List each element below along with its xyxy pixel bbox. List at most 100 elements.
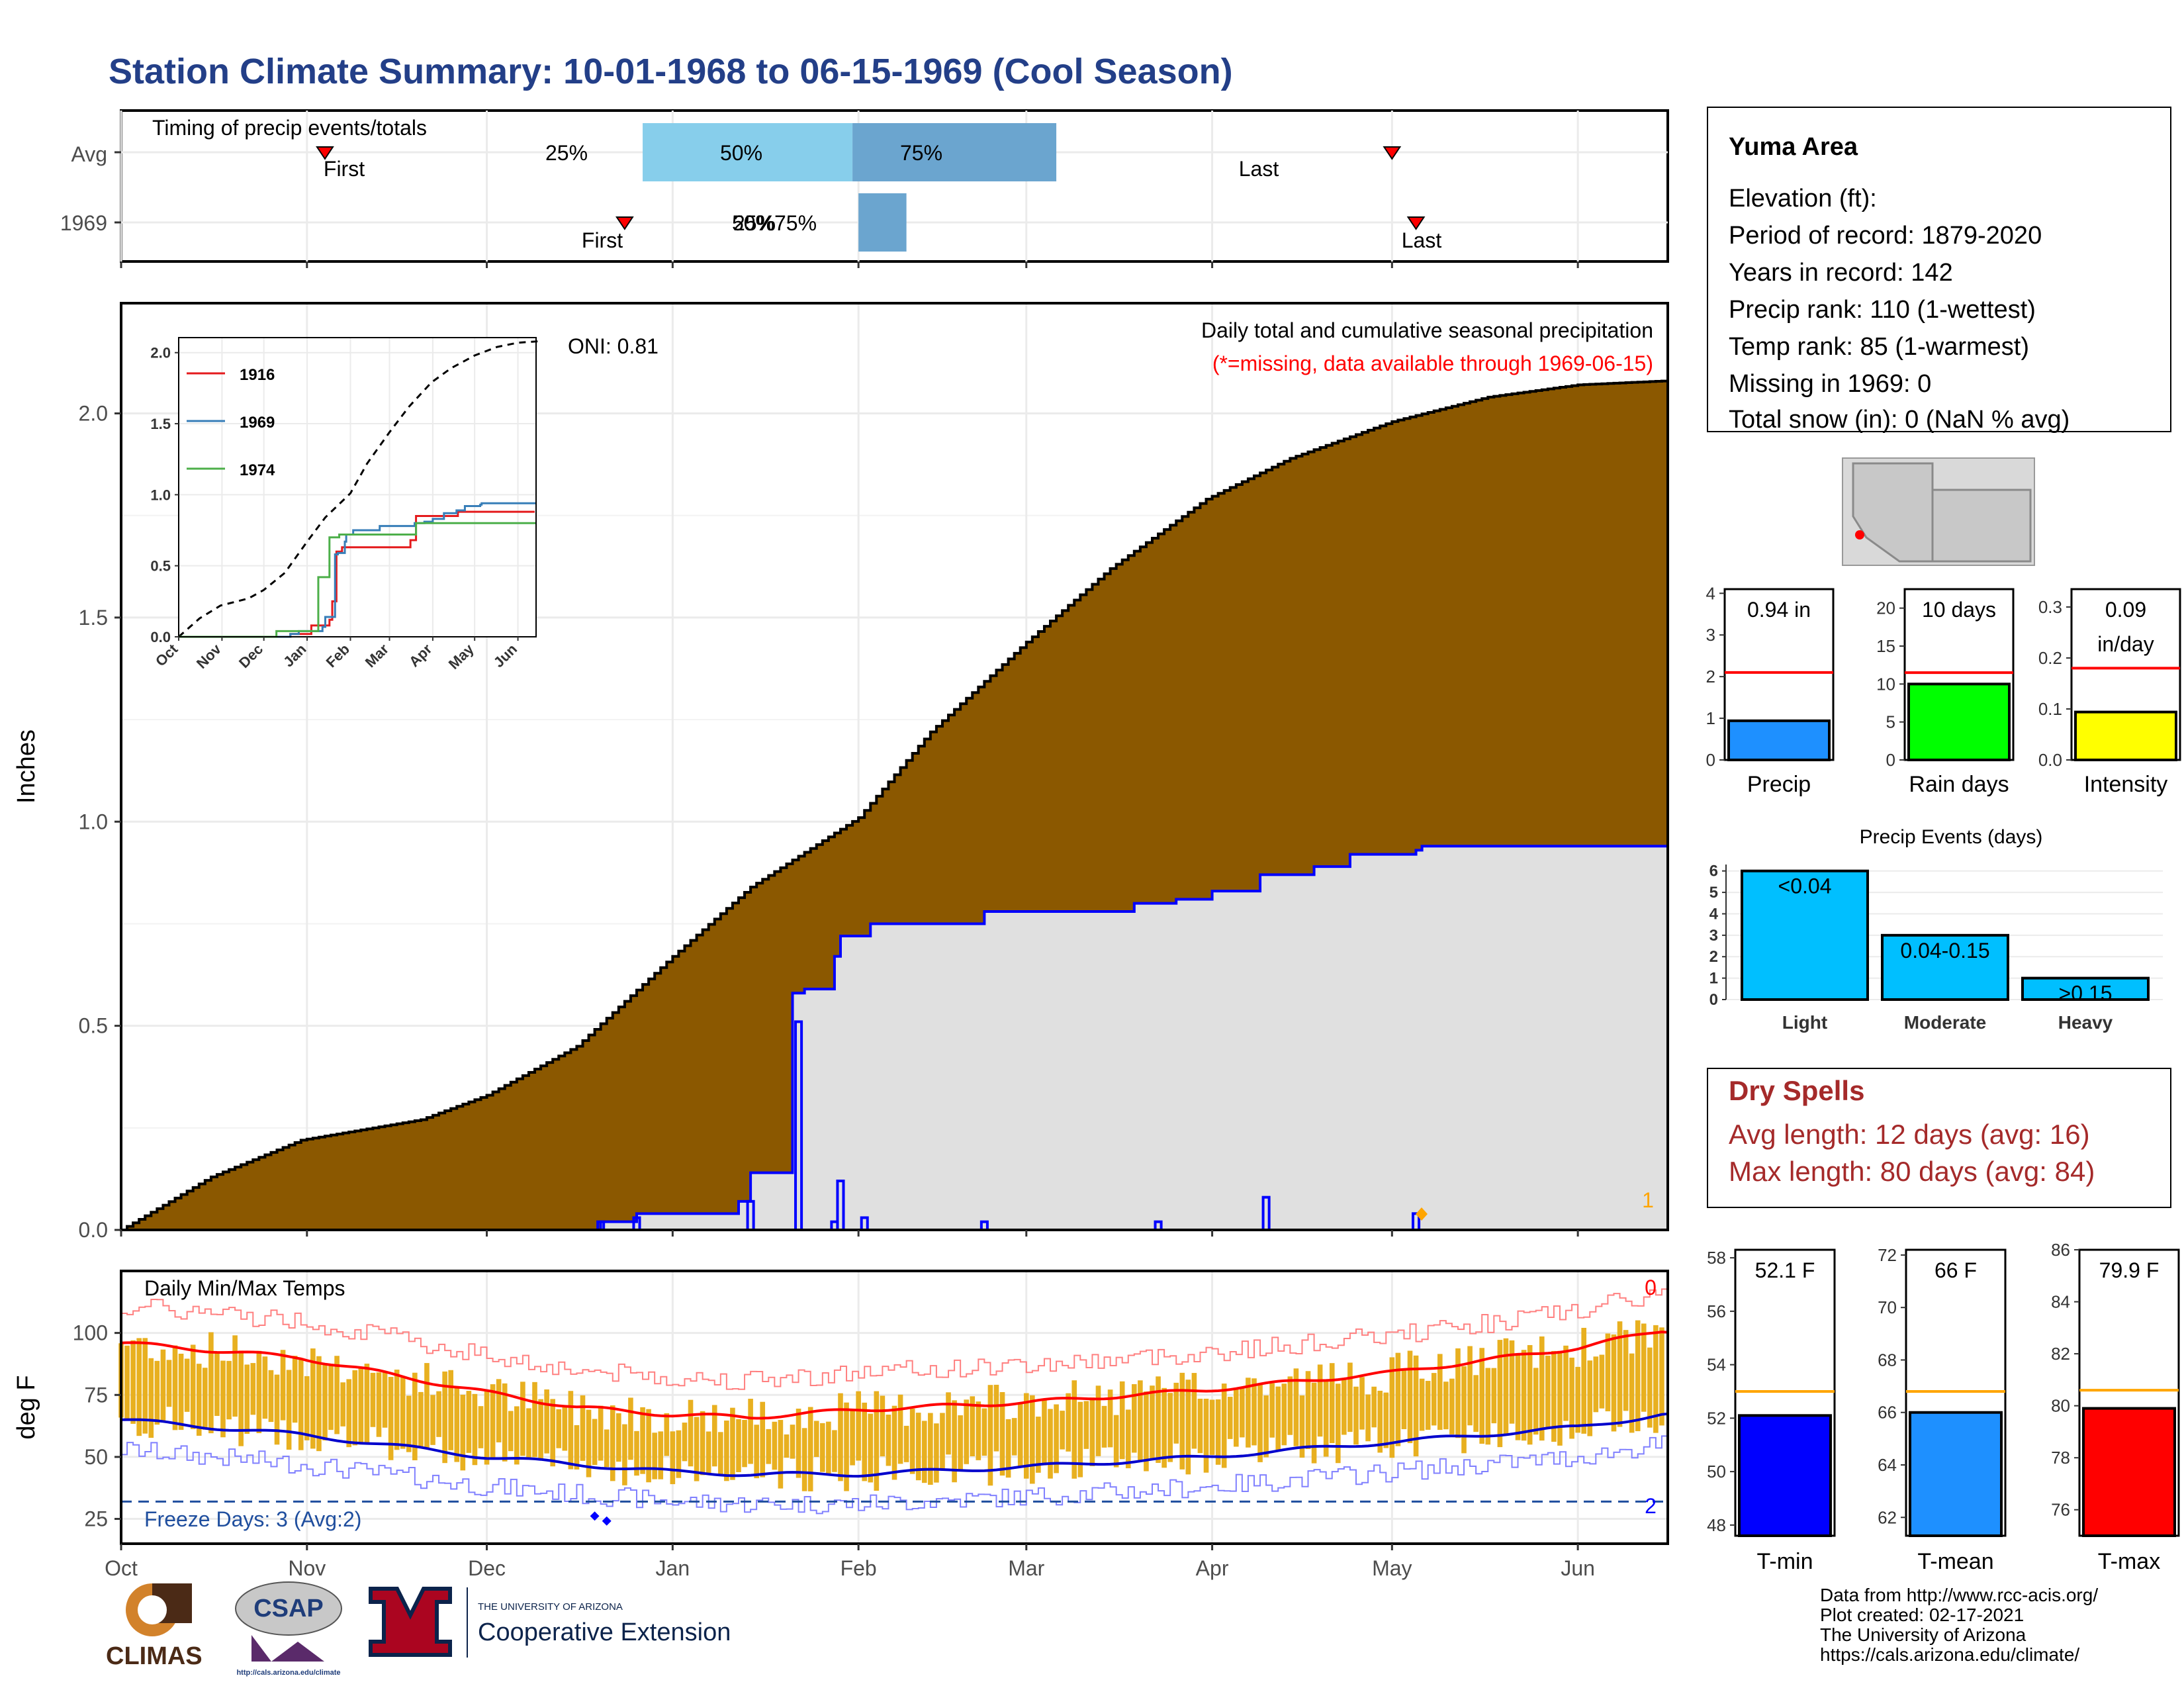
rain-days-summary-tick: 5 (1886, 712, 1895, 732)
y1969-quartile-label-b: 50%75% (732, 211, 817, 235)
daily-temp-bar (856, 1391, 861, 1461)
daily-temp-bar (172, 1345, 178, 1430)
inset-y-tick: 1.0 (150, 487, 171, 503)
daily-temp-bar (909, 1408, 915, 1474)
daily-temp-bar (724, 1420, 729, 1481)
daily-temp-bar (520, 1382, 525, 1456)
daily-temp-bar (598, 1405, 604, 1461)
daily-temp-bar (418, 1391, 424, 1448)
daily-temp-bar (1191, 1373, 1197, 1449)
daily-temp-bar (1023, 1393, 1029, 1479)
daily-temp-bar (1545, 1355, 1551, 1429)
info-line: Temp rank: 85 (1-warmest) (1729, 333, 2029, 361)
dry-spells-box: Dry Spells Avg length: 12 days (avg: 16)… (1707, 1068, 2171, 1208)
daily-temp-bar (1383, 1392, 1389, 1448)
daily-temp-bar (915, 1413, 921, 1481)
precip-summary-tick: 1 (1706, 708, 1715, 728)
daily-temp-bar (886, 1415, 891, 1466)
credit-line: Data from http://www.rcc-acis.org/ (1820, 1585, 2099, 1605)
timing-marker-icon (1383, 146, 1402, 160)
t-min-summary-tick: 52 (1707, 1408, 1726, 1428)
info-line: Period of record: 1879-2020 (1729, 222, 2042, 250)
avg-cumulative-line (121, 379, 1669, 1231)
daily-temp-bar (1342, 1378, 1347, 1435)
events-tick: 6 (1709, 863, 1718, 880)
rain-days-summary-tick: 20 (1876, 598, 1895, 618)
precip-events-chart: Precip Events (days) 0 1 2 3 4 5 6 <0.04 Light 0.… (1709, 826, 2163, 1033)
daily-temp-bar (466, 1391, 472, 1453)
inset-avg-line (178, 340, 539, 638)
daily-temp-bar (705, 1431, 711, 1474)
daily-temp-bar (772, 1421, 778, 1470)
daily-temp-bar (1431, 1373, 1437, 1426)
daily-temp-bar (184, 1358, 190, 1412)
daily-temp-bar (897, 1394, 903, 1464)
daily-temp-bar (688, 1399, 694, 1467)
daily-temp-bar (592, 1419, 598, 1466)
daily-temp-bar (1215, 1399, 1221, 1465)
daily-temp-bar (1557, 1350, 1563, 1446)
daily-temp-bar (1569, 1357, 1574, 1439)
logo-strip: CLIMAS CSAP http://cals.arizona.edu/clim… (106, 1575, 754, 1681)
daily-temp-bar (1491, 1368, 1497, 1424)
month-label: Mar (1008, 1556, 1044, 1580)
daily-temp-bar (1066, 1393, 1071, 1452)
daily-temp-bar (736, 1419, 741, 1472)
daily-temp-bar (1509, 1340, 1515, 1424)
precip-y-tick: 0.0 (79, 1218, 108, 1242)
inset-y-tick: 0.0 (150, 629, 171, 645)
t-min-summary-label: T-min (1757, 1549, 1813, 1574)
inset-legend: 1916 1969 1974 (187, 366, 275, 479)
daily-temp-bar (1347, 1362, 1353, 1432)
logos: CLIMAS CSAP http://cals.arizona.edu/clim… (106, 1581, 731, 1677)
daily-temp-bar (1005, 1419, 1011, 1478)
daily-temp-bar (406, 1395, 412, 1452)
month-label: Jan (656, 1556, 690, 1580)
t-mean-summary-tick: 68 (1878, 1350, 1897, 1370)
daily-temp-bar (1042, 1399, 1047, 1466)
daily-temp-bar (958, 1415, 963, 1471)
daily-temp-bar (203, 1368, 208, 1430)
daily-temp-bar (1581, 1327, 1586, 1434)
t-mean-summary-tick: 72 (1878, 1245, 1897, 1265)
daily-temp-bar (472, 1393, 478, 1466)
daily-temp-bar (1113, 1415, 1119, 1468)
record-min-line (121, 1435, 1668, 1515)
daily-temp-bar (1653, 1325, 1659, 1433)
daily-temp-bar (730, 1407, 735, 1480)
t-mean-summary-tick: 64 (1878, 1455, 1897, 1475)
daily-temp-bar (1605, 1333, 1611, 1412)
daily-temp-bar (784, 1434, 790, 1458)
daily-temp-bar (934, 1423, 939, 1483)
t-max-summary-tick: 80 (2051, 1396, 2070, 1416)
daily-temp-bar (658, 1431, 664, 1479)
daily-temp-bar (1156, 1376, 1161, 1463)
daily-temp-bar (1125, 1409, 1131, 1469)
avg-first-label: First (324, 157, 365, 181)
daily-temp-bar (490, 1384, 496, 1458)
climas-logo: CLIMAS (106, 1583, 203, 1670)
month-label: May (1372, 1556, 1412, 1580)
daily-temp-bar (1150, 1385, 1155, 1459)
daily-temp-bar (1203, 1398, 1209, 1473)
daily-temp-bar (742, 1419, 747, 1468)
daily-temp-bar (1095, 1385, 1101, 1456)
rain-days-summary-label: Rain days (1909, 772, 2009, 797)
daily-temp-bar (940, 1413, 945, 1470)
daily-temp-bar (238, 1350, 244, 1446)
daily-temp-bar (819, 1423, 825, 1472)
daily-temp-bar (1629, 1353, 1635, 1433)
daily-temp-bar (1365, 1394, 1371, 1442)
daily-temp-bar (1060, 1411, 1065, 1450)
precip-count-marker: 1 (1642, 1188, 1654, 1212)
rain-days-summary-value-bar (1907, 682, 2011, 762)
events-tick: 3 (1709, 927, 1718, 945)
daily-temp-bar (832, 1430, 837, 1472)
daily-temp-bar (1281, 1383, 1287, 1446)
daily-temp-bar (1293, 1368, 1299, 1446)
daily-temp-bar (628, 1397, 633, 1460)
daily-temp-bar (1467, 1346, 1473, 1426)
precip-y-tick: 2.0 (79, 402, 108, 426)
daily-temp-bar (807, 1407, 813, 1491)
page-title: Station Climate Summary: 10-01-1968 to 0… (109, 52, 1233, 91)
